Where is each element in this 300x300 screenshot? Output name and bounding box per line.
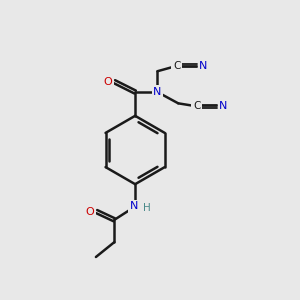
Text: N: N bbox=[153, 87, 162, 97]
Text: O: O bbox=[85, 206, 94, 217]
Text: O: O bbox=[103, 76, 112, 87]
Text: N: N bbox=[219, 101, 228, 111]
Text: N: N bbox=[130, 202, 138, 212]
Text: C: C bbox=[173, 61, 180, 71]
Text: C: C bbox=[193, 101, 200, 111]
Text: H: H bbox=[142, 203, 150, 213]
Text: N: N bbox=[199, 61, 208, 71]
